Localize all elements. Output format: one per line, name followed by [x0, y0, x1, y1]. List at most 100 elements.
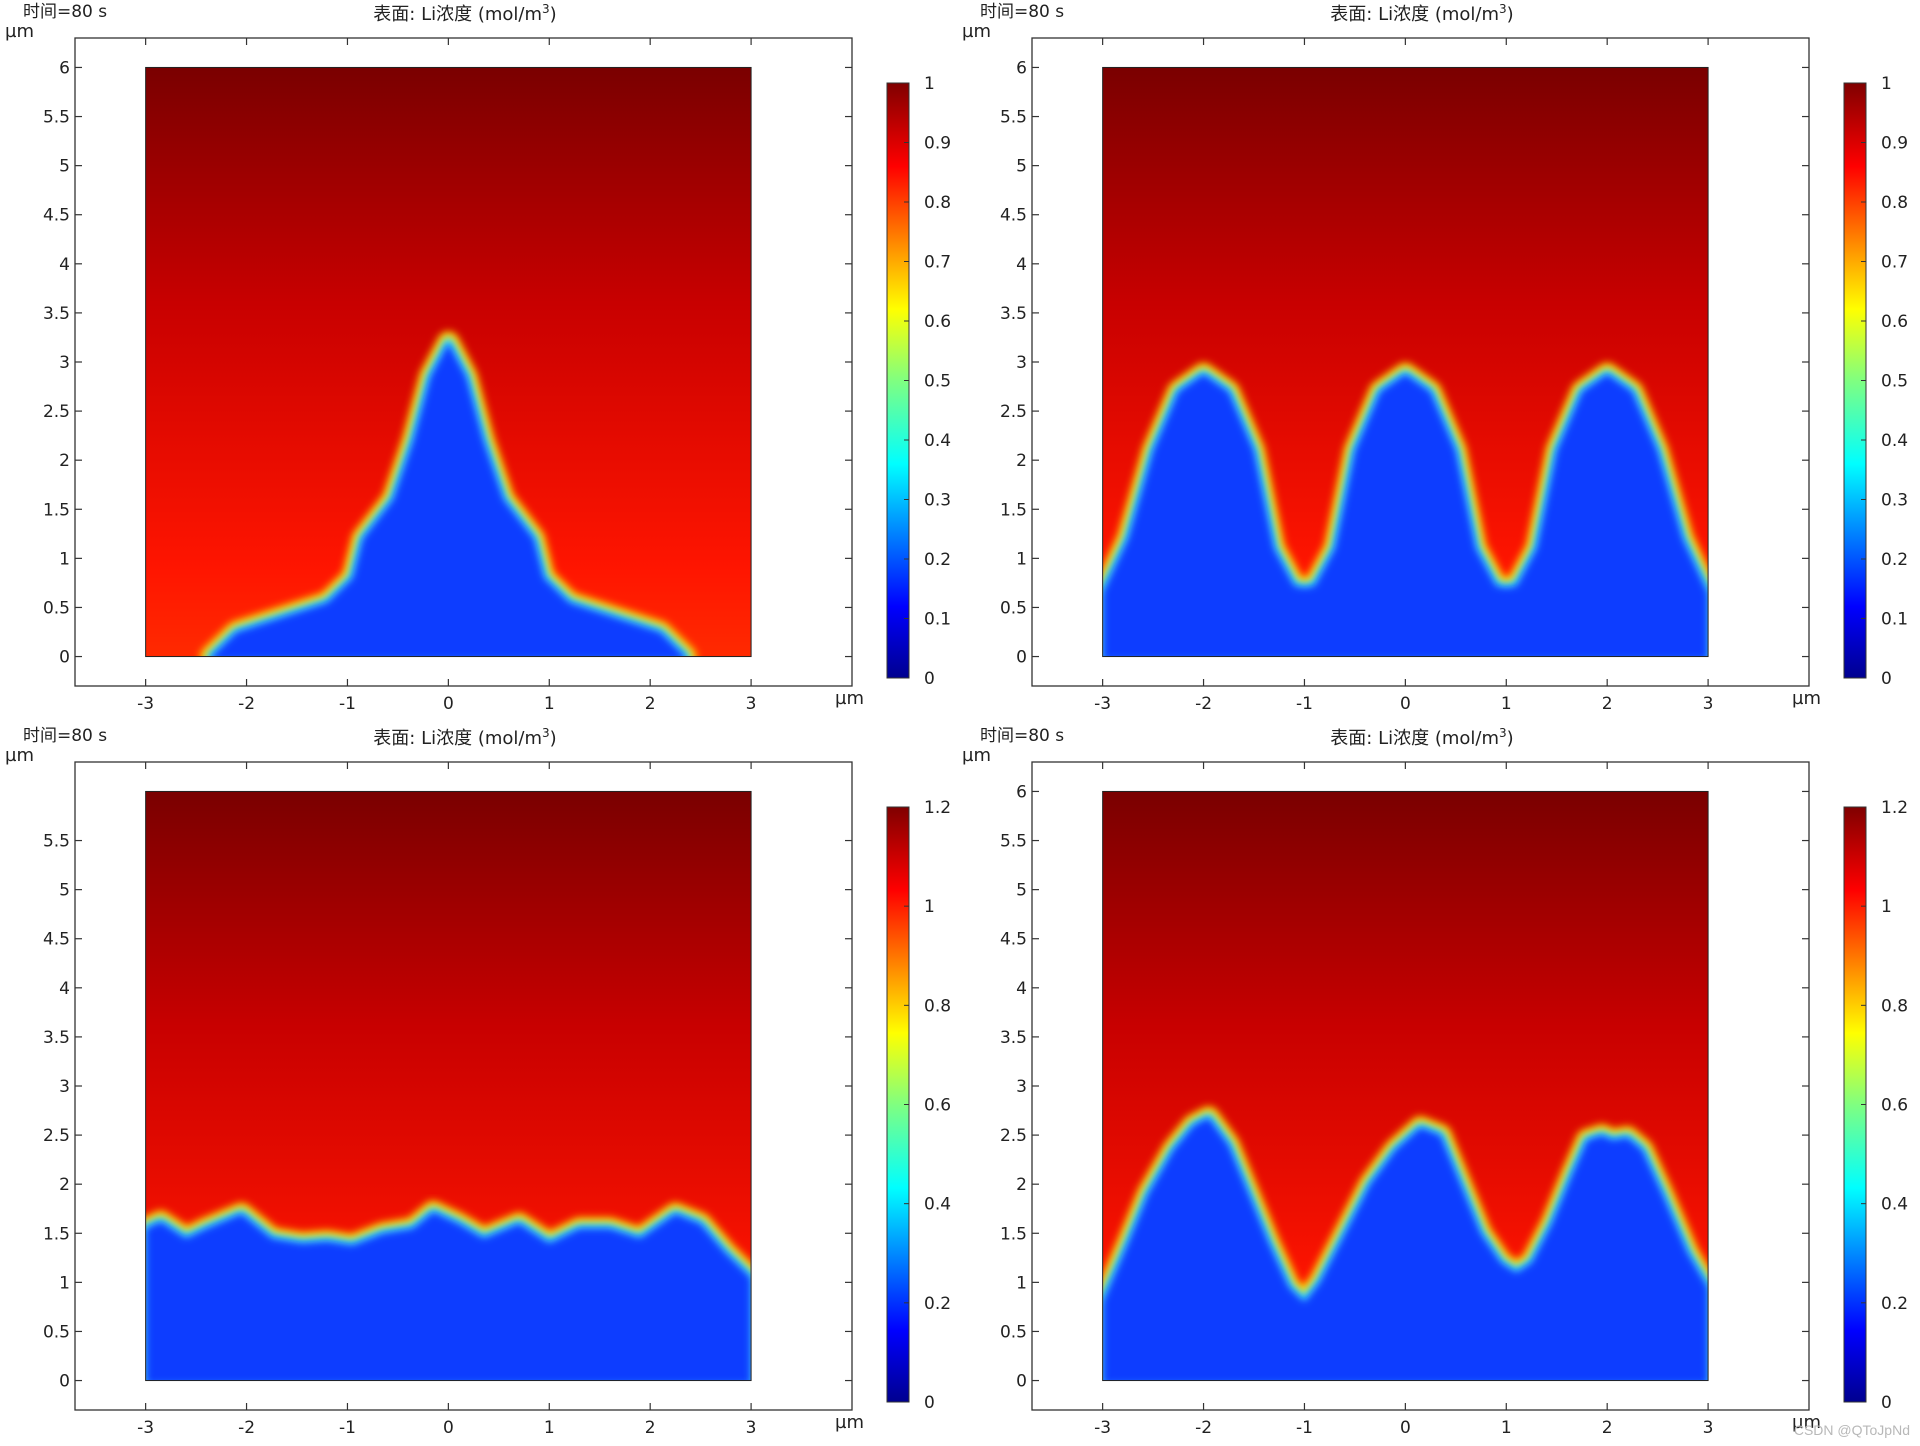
x-tick-label: 1	[544, 1418, 555, 1438]
colorbar-tick-label: 0.6	[1881, 1096, 1908, 1116]
colorbar-tick-label: 0.2	[924, 550, 951, 570]
x-tick-label: 0	[443, 1418, 454, 1438]
y-tick-label: 3.5	[1000, 1028, 1027, 1048]
y-tick-label: 5.5	[1000, 108, 1027, 128]
colorbar-tick-label: 0.1	[1881, 610, 1908, 630]
chart-title: 表面: Li浓度 (mol/m3)	[1330, 2, 1513, 25]
x-tick-label: 3	[1703, 694, 1714, 714]
heatmap-field	[1102, 67, 1709, 657]
colorbar-tick-label: 0.5	[924, 372, 951, 392]
colorbar-tick-label: 0.6	[1881, 312, 1908, 332]
y-tick-label: 3	[1016, 1077, 1027, 1097]
time-label: 时间=80 s	[980, 726, 1064, 746]
colorbar-tick-label: 0	[1881, 669, 1892, 689]
x-tick-label: -1	[339, 1418, 356, 1438]
colorbar-tick-label: 0.5	[1881, 372, 1908, 392]
colorbar: 0 0.2 0.4 0.6 0.8 1 1.2	[1843, 798, 1908, 1413]
x-tick-label: 2	[1602, 1418, 1613, 1438]
y-tick-label: 6	[59, 58, 70, 78]
colorbar-tick-label: 0.8	[924, 996, 951, 1016]
colorbar-tick-label: 0.4	[1881, 431, 1908, 451]
x-tick-label: -3	[1094, 694, 1111, 714]
y-tick-label: 3.5	[1000, 304, 1027, 324]
y-tick-label: 4.5	[1000, 930, 1027, 950]
y-tick-label: 3.5	[43, 304, 70, 324]
colorbar-tick-label: 1.2	[924, 798, 951, 818]
colorbar-tick-label: 0.3	[1881, 491, 1908, 511]
y-tick-label: 4.5	[43, 930, 70, 950]
time-label: 时间=80 s	[23, 726, 107, 746]
chart-panel-3: -3 -2 -1 0 1 2 300.511.522.533.544.555.5µmµm时间…	[5, 726, 951, 1438]
x-tick-label: 0	[1400, 694, 1411, 714]
colorbar-tick-label: 0	[924, 1393, 935, 1413]
colorbar-tick-label: 0	[924, 669, 935, 689]
colorbar-tick-label: 1.2	[1881, 798, 1908, 818]
lithium-dendrite	[1102, 1116, 1709, 1381]
colorbar-tick-label: 0.8	[1881, 193, 1908, 213]
x-tick-label: 3	[746, 1418, 757, 1438]
lithium-dendrite	[1102, 373, 1709, 657]
x-tick-label: 2	[645, 1418, 656, 1438]
domain-outline	[145, 790, 752, 1382]
lithium-dendrite	[210, 341, 686, 657]
x-axis-unit: µm	[1792, 1412, 1821, 1433]
chart-panel-4: -3 -2 -1 0 1 2 300.511.522.533.544.555.56µmµm时…	[962, 726, 1908, 1438]
time-label: 时间=80 s	[980, 2, 1064, 22]
y-tick-label: 2.5	[43, 402, 70, 422]
y-tick-label: 2.5	[1000, 402, 1027, 422]
colorbar-tick-label: 0.6	[924, 312, 951, 332]
colorbar-tick-label: 0.9	[924, 134, 951, 154]
y-tick-label: 4	[59, 255, 70, 275]
x-tick-label: -3	[1094, 1418, 1111, 1438]
x-tick-label: 1	[544, 694, 555, 714]
y-axis-unit: µm	[5, 745, 34, 766]
y-tick-label: 2	[1016, 451, 1027, 471]
chart-panel-1: -3 -2 -1 0 1 2 300.511.522.533.544.555.56µmµm时…	[5, 2, 951, 714]
colorbar-tick-label: 0.4	[1881, 1195, 1908, 1215]
y-tick-label: 0	[1016, 1372, 1027, 1392]
x-axis-unit: µm	[835, 688, 864, 709]
domain-outline	[1102, 66, 1709, 658]
heatmap-field	[1102, 791, 1709, 1381]
y-tick-label: 0.5	[1000, 1322, 1027, 1342]
colorbar: 0 0.1 0.2 0.3 0.4 0.5 0.6 0.7 0.8 0.9 1	[1843, 74, 1908, 689]
x-tick-label: -1	[1296, 1418, 1313, 1438]
domain-outline	[1102, 790, 1709, 1382]
y-tick-label: 2	[59, 451, 70, 471]
colorbar: 0 0.2 0.4 0.6 0.8 1 1.2	[886, 798, 951, 1413]
x-tick-label: -2	[238, 1418, 255, 1438]
y-tick-label: 1.5	[43, 1224, 70, 1244]
y-tick-label: 3	[59, 353, 70, 373]
y-tick-label: 2.5	[43, 1126, 70, 1146]
colorbar-tick-label: 0.7	[924, 253, 951, 273]
x-axis-unit: µm	[835, 1412, 864, 1433]
y-tick-label: 4	[1016, 255, 1027, 275]
x-tick-label: 0	[1400, 1418, 1411, 1438]
x-axis-unit: µm	[1792, 688, 1821, 709]
colorbar: 0 0.1 0.2 0.3 0.4 0.5 0.6 0.7 0.8 0.9 1	[886, 74, 951, 689]
time-label: 时间=80 s	[23, 2, 107, 22]
chart-title: 表面: Li浓度 (mol/m3)	[373, 726, 556, 749]
colorbar-tick-label: 0.2	[924, 1294, 951, 1314]
y-tick-label: 1	[1016, 549, 1027, 569]
y-tick-label: 4.5	[1000, 206, 1027, 226]
y-tick-label: 5	[59, 881, 70, 901]
colorbar-tick-label: 0.3	[924, 491, 951, 511]
y-tick-label: 1.5	[1000, 1224, 1027, 1244]
colorbar-tick-label: 0.2	[1881, 1294, 1908, 1314]
y-tick-label: 1	[59, 549, 70, 569]
chart-title: 表面: Li浓度 (mol/m3)	[373, 2, 556, 25]
x-tick-label: 1	[1501, 694, 1512, 714]
y-tick-label: 4	[1016, 979, 1027, 999]
colorbar-tick-label: 0.7	[1881, 253, 1908, 273]
y-tick-label: 0	[59, 648, 70, 668]
y-tick-label: 1.5	[43, 500, 70, 520]
colorbar-tick-label: 1	[1881, 897, 1892, 917]
y-tick-label: 1	[59, 1273, 70, 1293]
lithium-dendrite	[145, 1211, 752, 1381]
colorbar-tick-label: 0.8	[1881, 996, 1908, 1016]
x-tick-label: -1	[1296, 694, 1313, 714]
y-axis-unit: µm	[5, 21, 34, 42]
colorbar-tick-label: 0.9	[1881, 134, 1908, 154]
colorbar-tick-label: 0.6	[924, 1096, 951, 1116]
